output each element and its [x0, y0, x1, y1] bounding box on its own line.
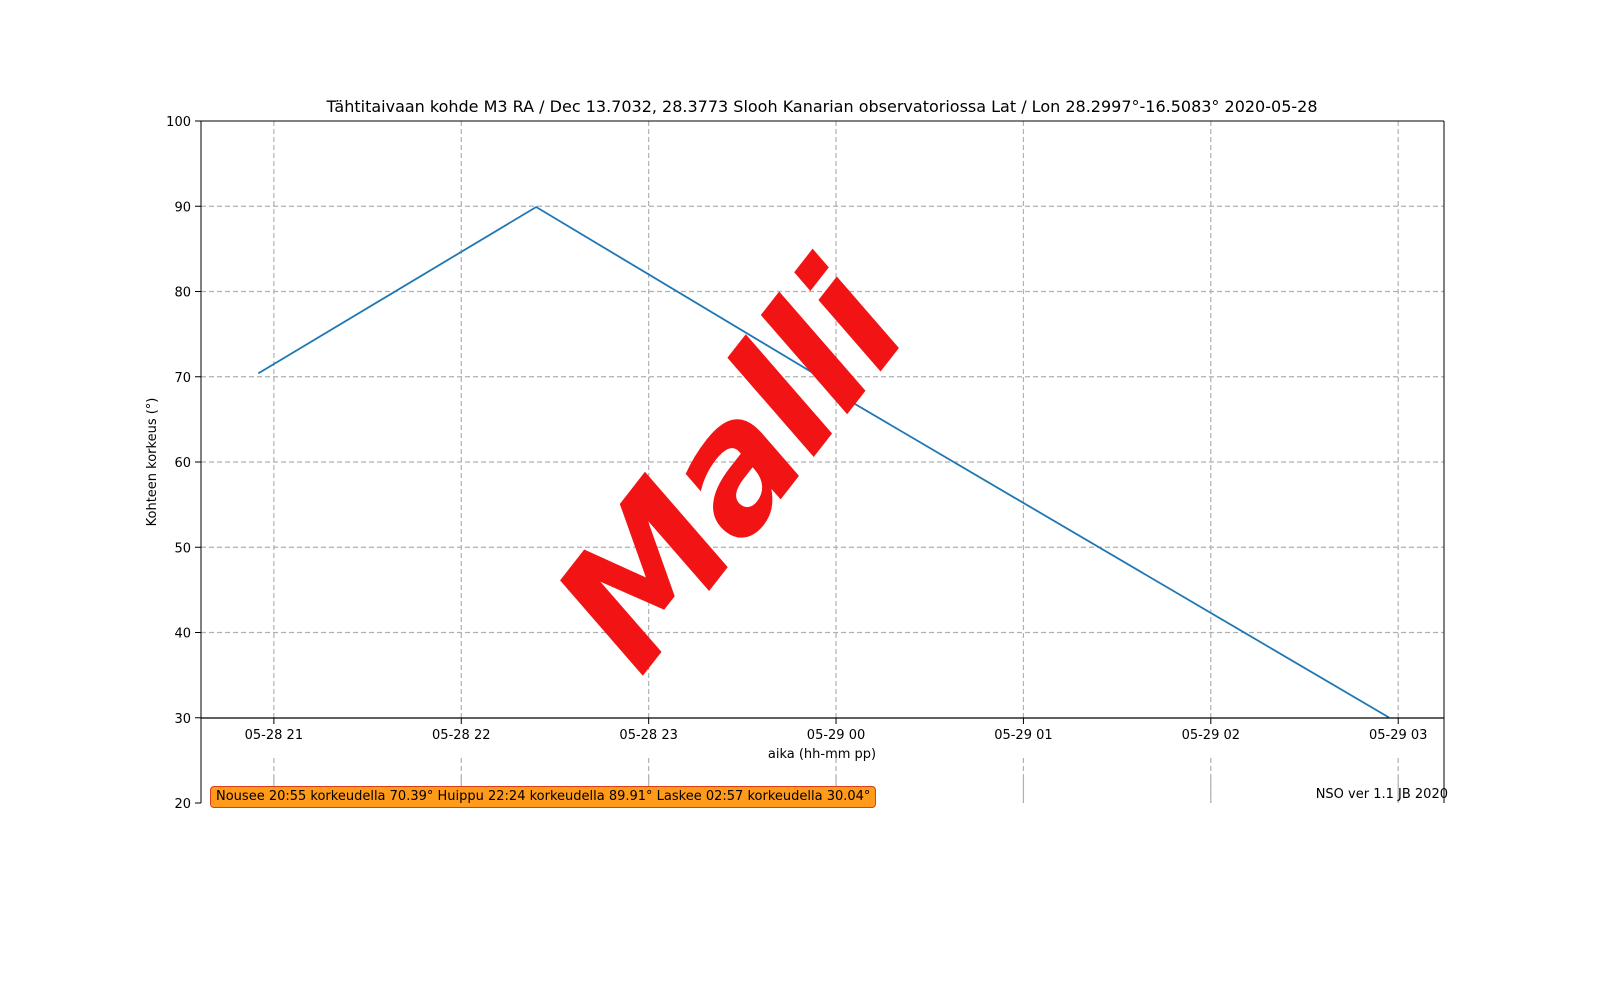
x-tick-label: 05-29 03 — [1369, 728, 1427, 743]
y-tick-label: 90 — [174, 200, 191, 215]
x-tick-label: 05-28 22 — [432, 728, 490, 743]
y-tick-label: 70 — [174, 371, 191, 386]
x-axis-label: aika (hh-mm pp) — [768, 747, 876, 762]
y-tick-label: 80 — [174, 286, 191, 301]
y-tick-label: 40 — [174, 627, 191, 642]
y-axis-label: Kohteen korkeus (°) — [145, 398, 160, 527]
x-tick-label: 05-29 00 — [807, 728, 865, 743]
data-series — [257, 205, 1390, 719]
y-tick-label: 30 — [174, 712, 191, 727]
y-axis-ticks: 20 30 40 50 60 70 80 90 100 — [166, 115, 201, 812]
x-tick-label: 05-28 23 — [619, 728, 677, 743]
x-tick-label: 05-28 21 — [245, 728, 303, 743]
y-tick-label: 100 — [166, 115, 191, 130]
x-tick-label: 05-29 02 — [1182, 728, 1240, 743]
axis-label-band — [202, 719, 1443, 774]
y-tick-label: 60 — [174, 456, 191, 471]
chart-title: Tähtitaivaan kohde M3 RA / Dec 13.7032, … — [326, 97, 1318, 116]
rise-peak-set-info-box: Nousee 20:55 korkeudella 70.39° Huippu 2… — [210, 786, 877, 808]
x-axis-ticks: 05-28 21 05-28 22 05-28 23 05-29 00 05-29 01… — [245, 718, 1427, 743]
version-note: NSO ver 1.1 JB 2020 — [1315, 787, 1448, 802]
y-tick-label: 20 — [174, 797, 191, 812]
x-tick-label: 05-29 01 — [994, 728, 1052, 743]
grid-lines — [201, 121, 1444, 803]
y-tick-label: 50 — [174, 541, 191, 556]
